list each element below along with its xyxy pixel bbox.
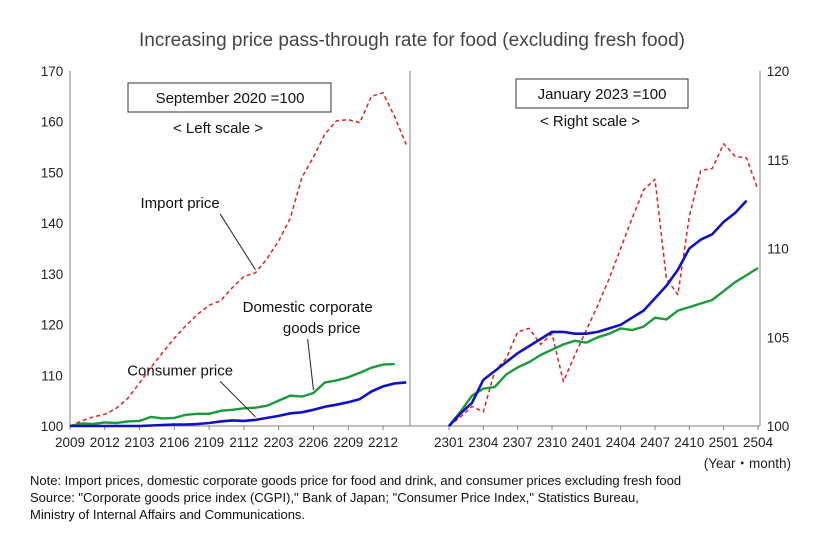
- right-consumer-price-line: [448, 199, 748, 427]
- right-y-tick-label: 100: [767, 419, 790, 434]
- right-domestic-price-line: [448, 266, 759, 427]
- x-unit-label: (Year・month): [704, 456, 791, 471]
- import-annotation-label: Import price: [141, 195, 220, 212]
- left-x-tick-label: 2212: [368, 435, 398, 450]
- consumer-annotation-pointer: [219, 380, 256, 418]
- left-x-tick-label: 2109: [194, 435, 224, 450]
- left-panel: 100 110 120 130 140 150 160 170 2009 2012 2103 210…: [41, 64, 407, 450]
- right-y-tick-label: 110: [767, 242, 789, 257]
- left-x-tick-label: 2203: [264, 435, 294, 450]
- right-x-tick-label: 2301: [434, 435, 464, 450]
- left-base-label: September 2020 =100: [156, 90, 305, 107]
- domestic-annotation-label-line2: goods price: [283, 320, 361, 337]
- chart-title: Increasing price pass-through rate for f…: [139, 30, 685, 51]
- left-y-tick-label: 150: [41, 165, 64, 180]
- right-base-label: January 2023 =100: [538, 86, 667, 103]
- right-x-tick-label: 2304: [468, 435, 499, 450]
- right-y-tick-label: 105: [767, 330, 790, 345]
- left-y-tick-label: 100: [41, 419, 64, 434]
- right-panel: 100 105 110 115 120 2301 2304 2307 2310 2401 2404…: [434, 64, 789, 450]
- right-y-axis: 100 105 110 115 120: [767, 64, 790, 434]
- left-y-tick-label: 140: [41, 216, 64, 231]
- right-x-tick-label: 2404: [606, 435, 637, 450]
- right-y-tick-label: 115: [767, 153, 789, 168]
- domestic-annotation-label: Domestic corporate: [243, 299, 373, 316]
- left-y-tick-label: 120: [41, 318, 64, 333]
- right-series: [448, 143, 759, 427]
- note-text: Note: Import prices, domestic corporate …: [30, 473, 682, 488]
- domestic-annotation-pointer: [307, 338, 314, 391]
- right-x-tick-label: 2401: [571, 435, 601, 450]
- left-x-tick-label: 2106: [159, 435, 189, 450]
- source-line-2: Ministry of Internal Affairs and Communi…: [30, 507, 306, 522]
- left-y-tick-label: 170: [41, 64, 64, 79]
- notes-block: Note: Import prices, domestic corporate …: [30, 472, 820, 523]
- right-x-tick-label: 2310: [537, 435, 567, 450]
- right-base-box: January 2023 =100: [515, 78, 689, 109]
- source-line-1: Source: "Corporate goods price index (CG…: [30, 490, 639, 505]
- right-y-tick-label: 120: [767, 64, 790, 79]
- right-x-tick-label: 2504: [743, 435, 774, 450]
- left-y-axis: 100 110 120 130 140 150 160 170: [41, 64, 64, 434]
- right-x-tick-label: 2407: [640, 435, 670, 450]
- left-x-axis: 2009 2012 2103 2106 2109 2112 2203 2206 2209 2212: [55, 426, 398, 450]
- left-x-tick-label: 2112: [229, 435, 258, 450]
- left-base-box: September 2020 =100: [127, 82, 332, 113]
- series-annotations: Import price Domestic corporate goods pric…: [127, 195, 373, 418]
- consumer-annotation-label: Consumer price: [127, 362, 233, 379]
- left-x-tick-label: 2209: [333, 435, 363, 450]
- right-x-axis: 2301 2304 2307 2310 2401 2404 2407 2410 2501 2504: [434, 426, 774, 450]
- left-y-tick-label: 130: [41, 267, 64, 282]
- left-import-price-line: [69, 92, 407, 427]
- right-scale-note: < Right scale >: [540, 113, 640, 130]
- right-x-tick-label: 2501: [709, 435, 739, 450]
- right-x-tick-label: 2410: [674, 435, 704, 450]
- left-domestic-price-line: [69, 362, 395, 428]
- import-annotation-pointer: [219, 213, 256, 271]
- right-x-tick-label: 2307: [503, 435, 533, 450]
- left-x-tick-label: 2206: [298, 435, 328, 450]
- left-x-tick-label: 2012: [90, 435, 120, 450]
- plot-frame: [69, 71, 761, 427]
- left-x-tick-label: 2103: [125, 435, 155, 450]
- left-y-tick-label: 160: [41, 115, 64, 130]
- left-series: [69, 92, 407, 428]
- left-scale-note: < Left scale >: [173, 120, 263, 137]
- left-x-tick-label: 2009: [55, 435, 85, 450]
- left-y-tick-label: 110: [41, 368, 63, 383]
- left-consumer-price-line: [70, 381, 407, 428]
- right-import-price-line: [448, 143, 759, 427]
